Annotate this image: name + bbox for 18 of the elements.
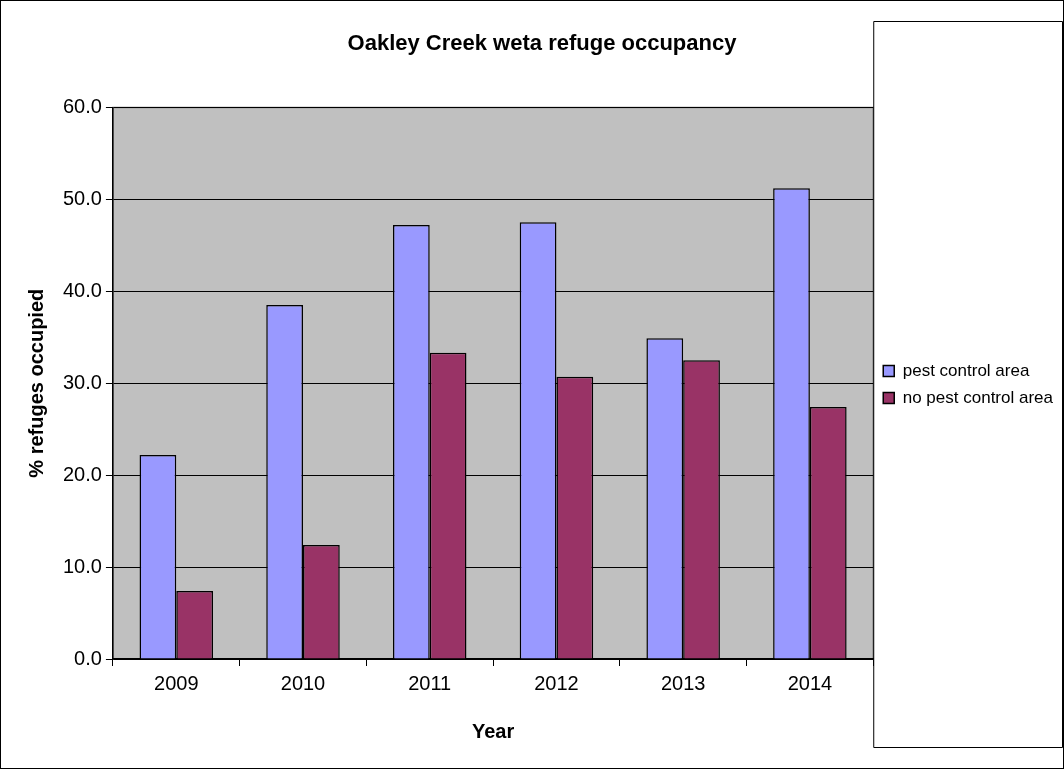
x-tick-label: 2012 — [534, 671, 579, 694]
y-tick-label: 40.0 — [62, 278, 102, 301]
x-tick-label: 2010 — [280, 671, 326, 694]
chart-title: Oakley Creek weta refuge occupancy — [347, 30, 738, 56]
x-tick-label: 2011 — [408, 671, 452, 694]
x-tick-label: 2009 — [154, 671, 199, 694]
x-tick-label: 2014 — [787, 671, 833, 694]
y-tick-label: 50.0 — [62, 186, 102, 209]
y-tick-label: 0.0 — [74, 646, 102, 669]
y-axis-title: % refuges occupied — [24, 288, 47, 478]
x-axis-title: Year — [471, 719, 515, 742]
x-tick-label: 2013 — [660, 671, 706, 694]
y-tick-label: 30.0 — [62, 370, 102, 393]
y-tick-label: 20.0 — [62, 462, 102, 485]
legend-label: no pest control area — [902, 387, 1054, 407]
y-tick-label: 10.0 — [62, 554, 102, 577]
y-tick-label: 60.0 — [62, 94, 102, 117]
legend-label: pest control area — [902, 360, 1030, 380]
